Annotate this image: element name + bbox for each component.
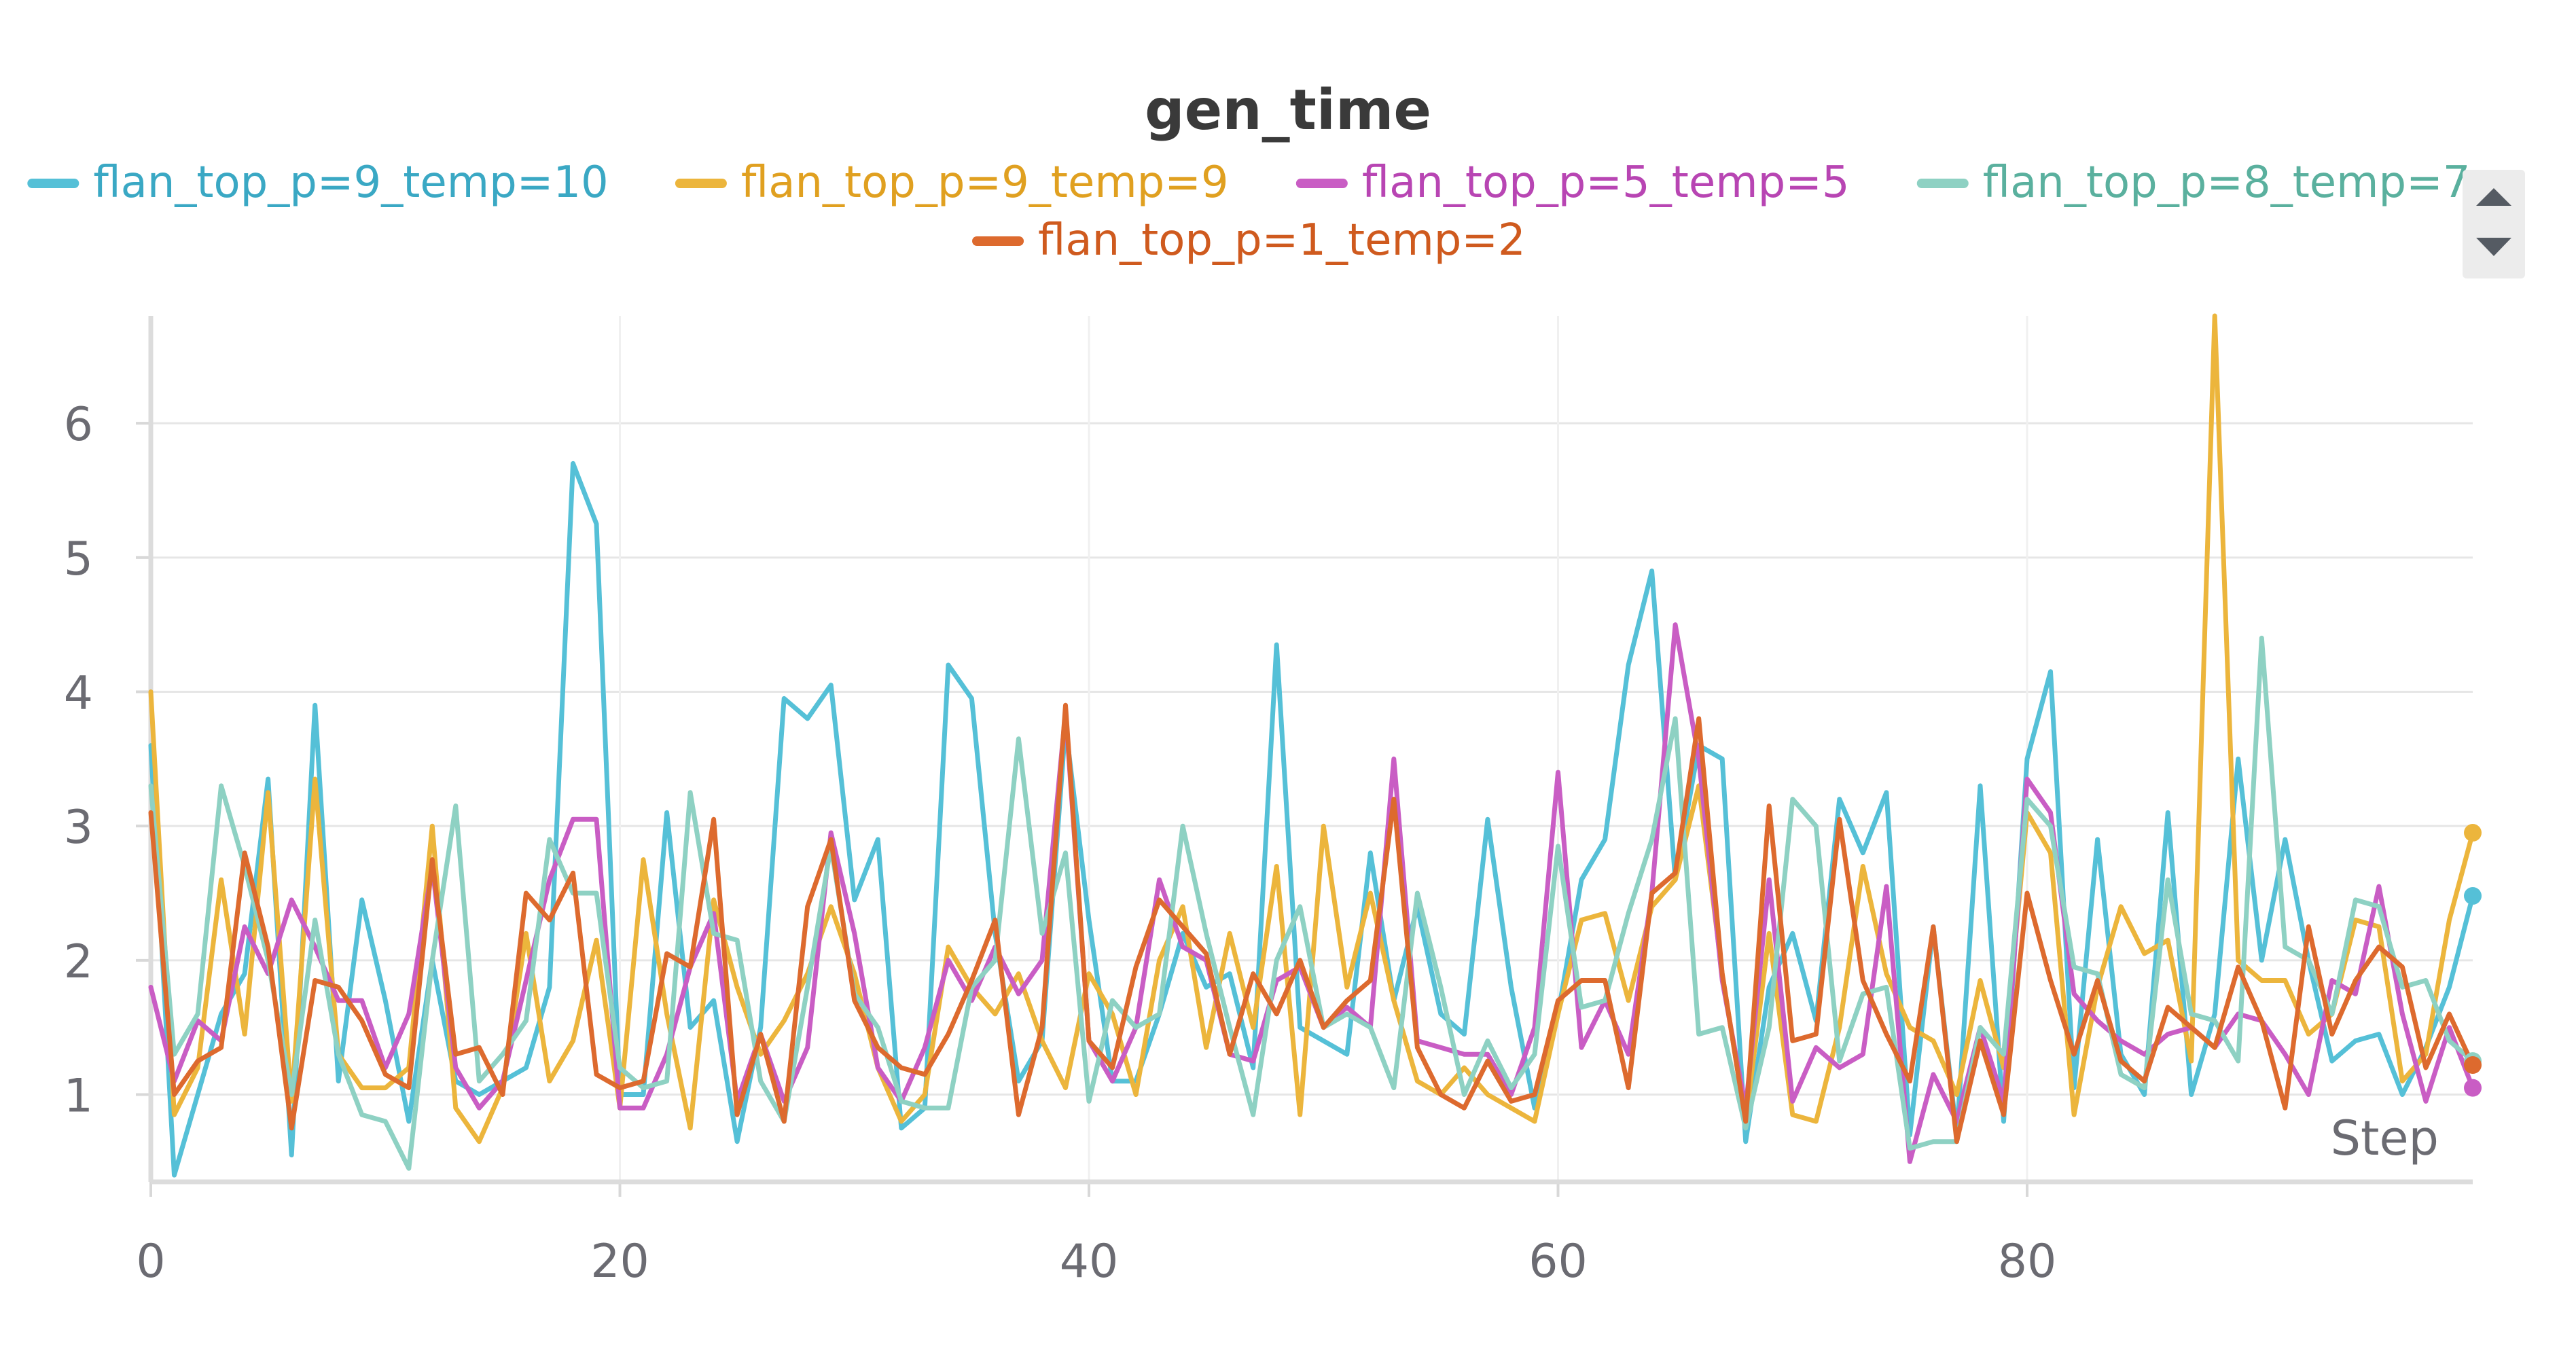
x-tick-label: 20 bbox=[590, 1235, 649, 1288]
legend-scroll-background bbox=[2463, 170, 2525, 278]
series-line-3 bbox=[148, 635, 2475, 1171]
x-tick-label: 60 bbox=[1528, 1235, 1588, 1288]
legend-item-0[interactable]: flan_top_p=9_temp=10 bbox=[27, 158, 609, 208]
x-tick-label: 80 bbox=[1998, 1235, 2057, 1288]
legend-scroll-up-icon[interactable] bbox=[2476, 188, 2511, 206]
y-tick-label: 1 bbox=[64, 1070, 93, 1123]
legend-scroll-control[interactable] bbox=[2463, 170, 2525, 278]
legend-scroll-down-icon[interactable] bbox=[2476, 238, 2511, 256]
legend-item-2[interactable]: flan_top_p=5_temp=5 bbox=[1295, 158, 1850, 208]
legend: flan_top_p=9_temp=10 flan_top_p=9_temp=9 f… bbox=[27, 158, 2471, 266]
legend-label: flan_top_p=5_temp=5 bbox=[1362, 158, 1850, 208]
y-tick-label: 3 bbox=[64, 801, 93, 854]
grid bbox=[149, 316, 2473, 1182]
legend-label: flan_top_p=9_temp=10 bbox=[93, 158, 608, 208]
series-end-point-1 bbox=[2464, 824, 2482, 842]
y-tick-label: 5 bbox=[64, 533, 93, 586]
series-end-point-2 bbox=[2464, 1079, 2482, 1097]
x-tick-label: 40 bbox=[1060, 1235, 1119, 1288]
series-line-1 bbox=[148, 313, 2475, 1144]
x-tick-label: 0 bbox=[136, 1235, 165, 1288]
legend-label: flan_top_p=9_temp=9 bbox=[741, 158, 1229, 208]
legend-item-4[interactable]: flan_top_p=1_temp=2 bbox=[972, 215, 1526, 266]
legend-label: flan_top_p=1_temp=2 bbox=[1038, 215, 1526, 266]
legend-item-3[interactable]: flan_top_p=8_temp=7 bbox=[1916, 158, 2471, 208]
legend-item-1[interactable]: flan_top_p=9_temp=9 bbox=[675, 158, 1229, 208]
x-axis-label: Step bbox=[2331, 1111, 2439, 1166]
chart-title: gen_time bbox=[1145, 78, 1431, 143]
series-end-points bbox=[2464, 824, 2482, 1097]
series-line-4 bbox=[148, 702, 2475, 1144]
y-tick-label: 4 bbox=[64, 666, 93, 720]
y-tick-label: 2 bbox=[64, 935, 93, 989]
series-end-point-4 bbox=[2464, 1056, 2482, 1075]
series-lines bbox=[148, 313, 2475, 1178]
legend-label: flan_top_p=8_temp=7 bbox=[1983, 158, 2471, 208]
series-line-0 bbox=[148, 461, 2475, 1178]
y-tick-label: 6 bbox=[64, 398, 93, 452]
series-end-point-0 bbox=[2464, 886, 2482, 905]
